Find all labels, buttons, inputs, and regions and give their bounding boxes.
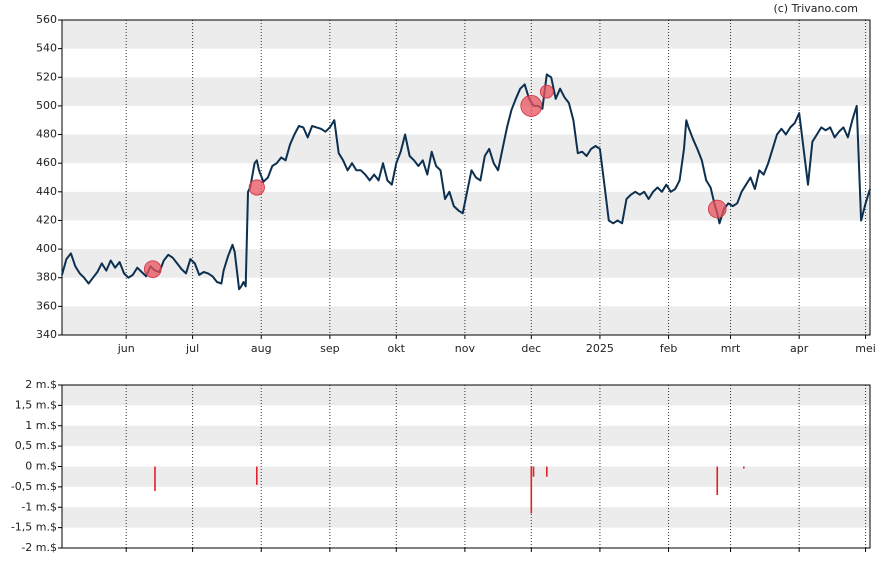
x-tick-label: okt	[388, 342, 406, 355]
x-tick-label: mrt	[721, 342, 741, 355]
y-tick-label: 360	[36, 299, 57, 312]
credit: (c) Trivano.com	[773, 2, 858, 15]
bar	[743, 466, 745, 469]
y-tick-label: 540	[36, 42, 57, 55]
x-tick-label: feb	[660, 342, 678, 355]
y-tick-label: -1 m.$	[21, 500, 57, 513]
y-tick-label: 1,5 m.$	[15, 398, 57, 411]
x-tick-label: jun	[117, 342, 135, 355]
y-tick-label: -2 m.$	[21, 541, 57, 554]
y-tick-label: 0 m.$	[25, 460, 57, 473]
grid-band	[62, 306, 870, 335]
x-tick-label: aug	[251, 342, 272, 355]
y-tick-label: -1,5 m.$	[11, 521, 57, 534]
x-tick-label: mei	[855, 342, 876, 355]
marker	[707, 199, 727, 219]
y-tick-label: 460	[36, 156, 57, 169]
marker	[520, 95, 543, 117]
bar	[546, 466, 548, 477]
y-tick-label: 420	[36, 213, 57, 226]
grid-band	[62, 385, 870, 406]
grid-band	[62, 20, 870, 49]
bar	[530, 466, 533, 514]
x-tick-label: apr	[790, 342, 809, 355]
plot-frame	[61, 384, 871, 549]
bar	[716, 466, 719, 496]
marker	[539, 84, 554, 99]
grid-band	[62, 507, 870, 528]
y-tick-label: 500	[36, 99, 57, 112]
grid-band	[62, 249, 870, 278]
x-tick-label: sep	[320, 342, 339, 355]
marker	[248, 179, 265, 196]
x-tick-label: 2025	[586, 342, 614, 355]
bar	[256, 466, 258, 485]
y-tick-label: 400	[36, 242, 57, 255]
bar	[154, 466, 156, 491]
price-line	[61, 73, 871, 291]
y-tick-label: 480	[36, 128, 57, 141]
y-tick-label: 520	[36, 70, 57, 83]
grid-band	[62, 466, 870, 487]
x-tick-label: jul	[185, 342, 199, 355]
y-tick-label: 560	[36, 13, 57, 26]
x-tick-label: nov	[455, 342, 476, 355]
y-tick-label: 440	[36, 185, 57, 198]
marker	[143, 260, 162, 278]
grid-band	[62, 425, 870, 447]
bar	[532, 466, 535, 477]
grid-band	[62, 134, 870, 164]
y-tick-label: 380	[36, 271, 57, 284]
y-tick-label: 2 m.$	[25, 378, 57, 391]
x-tick-label: dec	[521, 342, 541, 355]
y-tick-label: -0,5 m.$	[11, 480, 57, 493]
plot-frame	[61, 19, 871, 336]
y-tick-label: 340	[36, 328, 57, 341]
grid-band	[62, 77, 870, 106]
y-tick-label: 0,5 m.$	[15, 439, 57, 452]
y-tick-label: 1 m.$	[25, 419, 57, 432]
